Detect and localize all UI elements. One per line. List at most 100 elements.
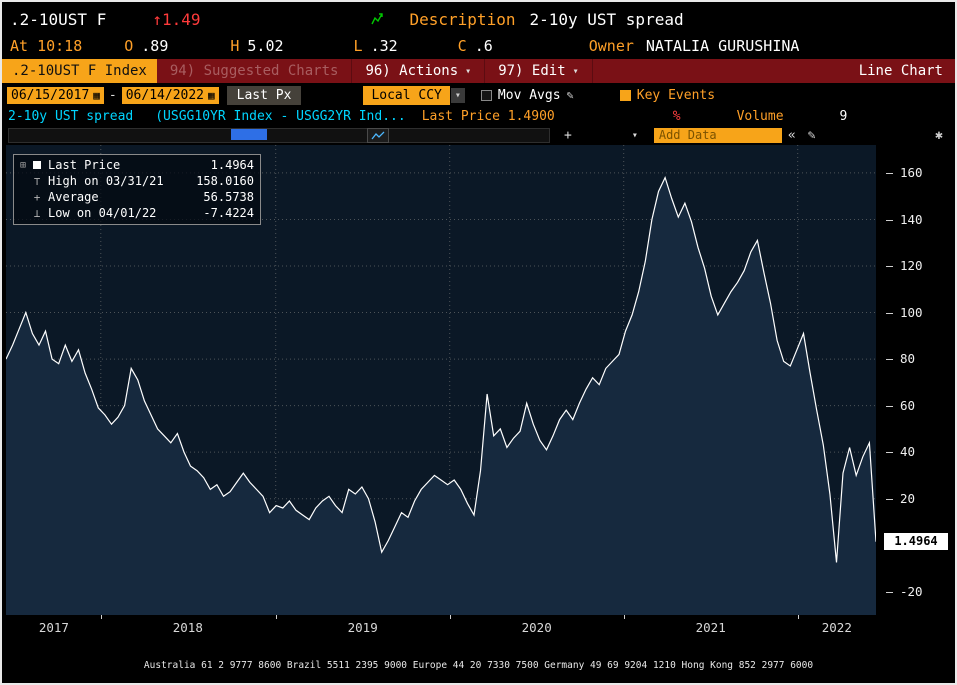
ticker-input-box[interactable]: .2-10UST F Index: [2, 59, 157, 83]
volume-label: Volume: [736, 108, 784, 124]
y-tick-label: 60: [900, 397, 916, 413]
y-tick-label: 20: [900, 490, 916, 506]
menu-item-suggested-charts: 94) Suggested Charts: [157, 59, 353, 83]
chevron-down-icon: ▾: [572, 65, 579, 77]
price-change: ↑1.49: [152, 9, 201, 29]
menu-item-edit[interactable]: 97) Edit ▾: [485, 59, 593, 83]
high-marker-icon: ⊤: [33, 174, 41, 188]
y-axis: -20 20 40 60 80 100 120 140 160 1.4964: [876, 145, 955, 615]
series-last-price: Last Price 1.4900: [421, 108, 555, 124]
y-tick-mark: [886, 452, 893, 454]
x-tick-mark: [275, 615, 277, 619]
last-price-tag: 1.4964: [884, 532, 948, 550]
menu-item-actions[interactable]: 96) Actions ▾: [352, 59, 486, 83]
legend-expand-icon[interactable]: ⊞: [20, 159, 27, 171]
y-tick-mark: [886, 266, 893, 267]
key-events-label: Key Events: [636, 87, 716, 103]
y-tick-mark: [886, 405, 893, 407]
y-tick-label: 100: [900, 304, 923, 320]
add-series-button[interactable]: +: [564, 127, 572, 143]
price-line: [6, 175, 876, 563]
quote-time: At 10:18: [10, 37, 83, 55]
chevron-down-icon: ▾: [465, 65, 472, 77]
key-events-checkbox[interactable]: [619, 89, 631, 101]
description-label: Description: [409, 9, 516, 29]
x-year-label: 2021: [695, 620, 726, 635]
y-tick-label: 120: [900, 258, 923, 273]
x-tick-mark: [623, 615, 625, 619]
y-tick-mark: [886, 359, 893, 361]
mov-avgs-label: Mov Avgs: [497, 87, 561, 103]
calendar-icon[interactable]: ▦: [93, 88, 100, 102]
time-scrollbar-track[interactable]: [8, 127, 550, 143]
y-tick-label: 40: [900, 444, 916, 460]
y-tick-label: 140: [900, 211, 923, 227]
volume-value: 9: [839, 108, 848, 124]
chart-legend[interactable]: ⊞ Last Price 1.4964 ⊤ High on 03/31/21 1…: [13, 154, 261, 225]
quote-header-row: .2-10UST F ↑1.49 Description 2-10y UST s…: [2, 2, 955, 33]
low-marker-icon: ⊥: [33, 206, 41, 220]
owner-value: NATALIA GURUSHINA: [645, 37, 800, 55]
y-tick-mark: [886, 312, 893, 314]
plot-region[interactable]: ⊞ Last Price 1.4964 ⊤ High on 03/31/21 1…: [6, 145, 876, 615]
price-field-selector[interactable]: Last Px: [226, 85, 302, 105]
ohlc-row: At 10:18 O .89 H 5.02 L .32 C .6 Owner NATAL…: [2, 33, 955, 59]
legend-row-high: ⊤ High on 03/31/21 158.0160: [33, 174, 254, 188]
y-tick-label: 160: [900, 164, 923, 180]
description-value: 2-10y UST spread: [529, 9, 684, 29]
currency-dropdown-icon[interactable]: ▾: [450, 87, 465, 103]
high-value: H 5.02: [230, 37, 284, 55]
percent-toggle[interactable]: %: [672, 108, 681, 124]
terminal-footer: Australia 61 2 9777 8600 Brazil 5511 239…: [2, 636, 955, 683]
chart-type-label: Line Chart: [858, 63, 943, 79]
add-data-input[interactable]: [653, 127, 782, 143]
close-value: C .6: [457, 37, 493, 55]
key-events-toggle[interactable]: Key Events: [619, 87, 716, 103]
x-axis: 2017 2018 2019 2020 2021 2022: [6, 615, 876, 635]
date-range-dash: -: [108, 87, 117, 103]
series-info-bar: 2-10y UST spread (USGG10YR Index - USGG2…: [2, 107, 955, 125]
series-dropdown-icon[interactable]: ▾: [631, 129, 638, 141]
chart-area: ⊞ Last Price 1.4964 ⊤ High on 03/31/21 1…: [2, 145, 955, 615]
x-tick-mark: [100, 615, 102, 619]
date-to-field[interactable]: 06/14/2022 ▦: [121, 86, 219, 104]
x-tick-mark: [797, 615, 799, 619]
chart-view-icon[interactable]: [367, 127, 389, 143]
x-year-label: 2018: [172, 620, 203, 635]
up-arrow-icon: ↑: [152, 9, 162, 29]
open-value: O .89: [124, 37, 169, 55]
edit-pencil-icon[interactable]: ✎: [566, 88, 574, 102]
chart-settings-toolbar: 06/15/2017 ▦ - 06/14/2022 ▦ Last Px Local …: [2, 83, 955, 107]
mov-avgs-toggle[interactable]: Mov Avgs ✎: [480, 87, 574, 103]
x-tick-mark: [449, 615, 451, 619]
last-price-marker-icon: [33, 161, 42, 169]
average-marker-icon: +: [33, 190, 41, 204]
series-name[interactable]: 2-10y UST spread: [8, 108, 134, 124]
mov-avgs-checkbox[interactable]: [480, 89, 492, 101]
intraday-chart-icon[interactable]: [370, 12, 384, 26]
spread-area-chart[interactable]: [6, 145, 876, 615]
function-menu-bar: .2-10UST F Index 94) Suggested Charts 96…: [2, 59, 955, 83]
low-value: L .32: [353, 37, 398, 55]
y-tick-mark: [886, 219, 893, 221]
x-year-label: 2020: [521, 620, 552, 635]
area-fill: [6, 177, 876, 615]
calendar-icon[interactable]: ▦: [208, 88, 215, 102]
x-year-label: 2022: [821, 620, 852, 635]
currency-selector[interactable]: Local CCY: [363, 85, 450, 105]
footer-contacts-line1: Australia 61 2 9777 8600 Brazil 5511 239…: [143, 660, 814, 671]
legend-row-average: + Average 56.5738: [33, 190, 254, 204]
y-tick-mark: [886, 591, 893, 593]
date-from-field[interactable]: 06/15/2017 ▦: [7, 86, 104, 104]
collapse-panel-icon[interactable]: «: [787, 127, 796, 143]
x-year-label: 2017: [38, 620, 69, 635]
time-scrollbar-thumb[interactable]: [231, 128, 267, 140]
chart-settings-gear-icon[interactable]: ✱: [935, 127, 943, 143]
chart-toolbar: + ▾ « ✎ ✱: [2, 125, 955, 145]
owner-label: Owner: [588, 37, 634, 55]
y-tick-mark: [886, 172, 893, 174]
legend-row-low: ⊥ Low on 04/01/22 -7.4224: [33, 206, 254, 220]
annotate-pencil-icon[interactable]: ✎: [807, 127, 816, 143]
security-ticker: .2-10UST F: [10, 9, 107, 29]
